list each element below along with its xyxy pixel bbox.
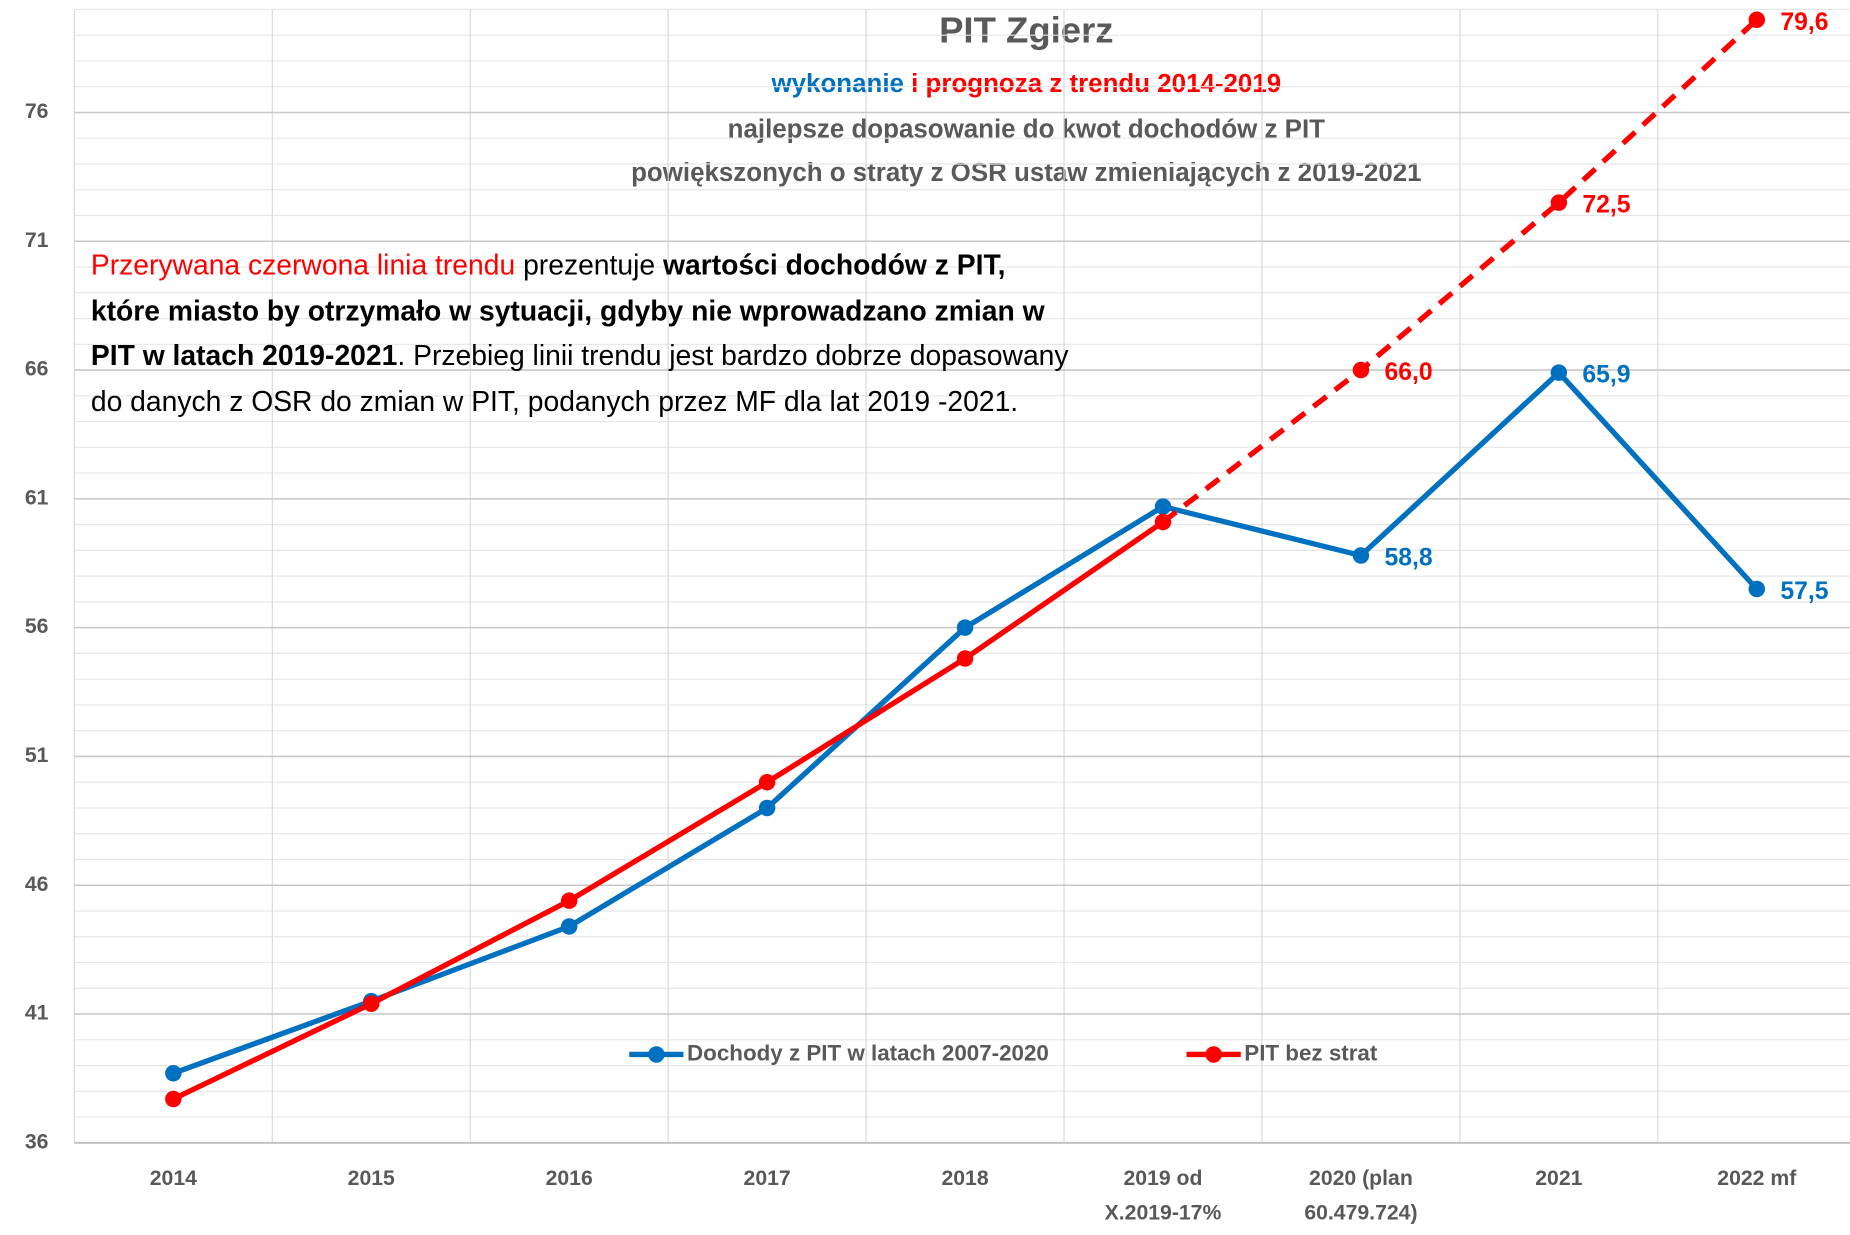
- x-tick-label-box: 2016: [545, 1166, 593, 1190]
- x-tick-label-box: 2017: [743, 1166, 791, 1190]
- legend-label: PIT bez strat: [1244, 1040, 1378, 1065]
- series-marker: [560, 892, 578, 909]
- series-line: [172, 519, 1165, 1102]
- x-tick-label: 2017: [743, 1166, 791, 1190]
- x-tick-label-box: 2015: [347, 1166, 395, 1190]
- y-tick-label: 51: [25, 744, 49, 767]
- chart-subtitle: wykonanie i prognoza z trendu 2014-2019: [770, 70, 1281, 98]
- x-tick-label: 2022 mf: [1717, 1166, 1797, 1190]
- grid: [73, 8, 1850, 1144]
- series-marker: [758, 799, 776, 817]
- subtitle-part: wykonanie: [770, 70, 903, 98]
- series-marker: [165, 1090, 182, 1108]
- data-label: 58,8: [1384, 545, 1432, 572]
- series-marker: [560, 918, 578, 935]
- x-tick-label: 2016: [545, 1166, 593, 1190]
- data-label: 66,0: [1384, 359, 1432, 386]
- data-label: 79,6: [1780, 9, 1828, 36]
- x-tick-label: 2021: [1535, 1166, 1583, 1190]
- series-marker: [956, 619, 974, 636]
- chart-subtitle-line: najlepsze dopasowanie do kwot dochodów z…: [728, 116, 1326, 144]
- subtitle-part: i prognoza z trendu 2014-2019: [904, 70, 1281, 98]
- x-tick-label-box: 2020 (plan 60.479.724): [1304, 1166, 1418, 1225]
- annotation-box: Przerywana czerwona linia trendu prezent…: [91, 244, 1069, 425]
- legend-marker: [1205, 1046, 1222, 1063]
- series-marker: [1154, 513, 1172, 531]
- x-tick-label-box: 2018: [941, 1166, 989, 1190]
- x-tick-label: 2019 od X.2019-17%: [1104, 1166, 1222, 1225]
- series-marker: [1154, 498, 1172, 515]
- x-tick-label-box: 2022 mf: [1717, 1166, 1797, 1190]
- series-line: [1161, 17, 1759, 525]
- annotation-run: Przerywana czerwona linia trendu: [90, 249, 516, 282]
- chart-title: PIT Zgierz: [939, 10, 1113, 51]
- annotation: Przerywana czerwona linia trendu prezent…: [91, 244, 1069, 425]
- series-marker: [758, 773, 776, 791]
- x-tick-label-box: 2019 od X.2019-17%: [1104, 1166, 1222, 1225]
- series-marker: [1352, 547, 1370, 564]
- y-tick-label: 56: [25, 615, 49, 638]
- x-tick-label: 2018: [941, 1166, 989, 1190]
- y-tick-label: 66: [25, 358, 49, 381]
- legend-label: Dochody z PIT w latach 2007-2020: [687, 1040, 1049, 1065]
- y-tick-label: 41: [25, 1002, 49, 1025]
- series-marker: [165, 1065, 182, 1082]
- y-tick-label: 76: [25, 100, 49, 123]
- series-marker: [1550, 364, 1568, 381]
- annotation-run: wartości dochodów z PIT, które miasto by…: [90, 249, 1053, 373]
- x-tick-label-box: 2014: [149, 1166, 197, 1190]
- y-tick-label: 36: [25, 1130, 49, 1153]
- annotation-run: prezentuje: [515, 249, 663, 282]
- y-tick-label: 61: [25, 486, 49, 509]
- x-tick-label: 2014: [149, 1166, 197, 1190]
- y-tick-label: 46: [25, 873, 49, 896]
- data-label: 57,5: [1780, 578, 1828, 605]
- x-tick-label: 2020 (plan 60.479.724): [1304, 1166, 1418, 1225]
- x-tick-label-box: 2021: [1535, 1166, 1583, 1190]
- series-marker: [1550, 194, 1568, 211]
- series-marker: [1352, 361, 1370, 379]
- annotation-run: . Przebieg linii trendu jest bardzo dobr…: [90, 340, 1069, 418]
- series-marker: [1748, 580, 1766, 598]
- x-tick-label: 2015: [347, 1166, 395, 1190]
- series-marker: [1748, 11, 1766, 28]
- y-tick-label: 71: [25, 229, 49, 252]
- legend-marker: [648, 1046, 665, 1063]
- data-label: 65,9: [1582, 362, 1630, 389]
- series-marker: [956, 650, 974, 667]
- series-marker: [363, 995, 380, 1012]
- data-label: 72,5: [1582, 192, 1630, 219]
- plot: 58,8 65,9 57,5 66,0 72,5 79,6: [165, 9, 1829, 1108]
